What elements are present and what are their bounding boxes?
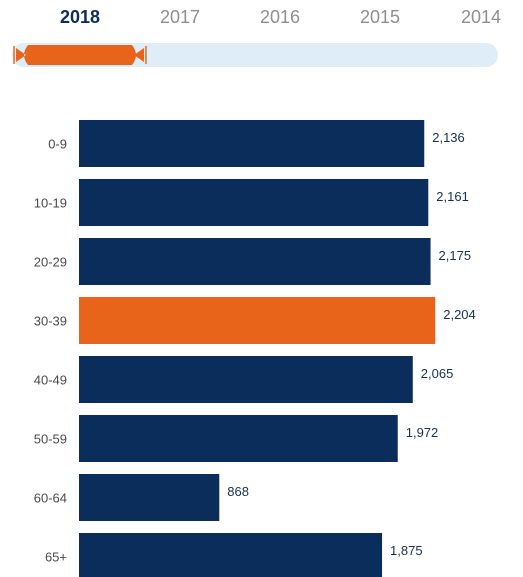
value-label-60-64: 868 xyxy=(227,484,249,499)
year-slider[interactable] xyxy=(12,43,498,67)
category-label-60-64: 60-64 xyxy=(34,491,67,506)
year-tab-2015[interactable]: 2015 xyxy=(359,7,401,27)
value-label-40-49: 2,065 xyxy=(421,366,454,381)
bar-40-49[interactable] xyxy=(79,356,413,403)
bar-0-9[interactable] xyxy=(79,120,425,167)
value-label-50-59: 1,972 xyxy=(406,425,439,440)
year-selector: 2018 2017 2016 2015 2014 xyxy=(0,0,523,40)
category-label-20-29: 20-29 xyxy=(34,255,67,270)
category-label-10-19: 10-19 xyxy=(34,196,67,211)
category-label-65+: 65+ xyxy=(45,550,67,565)
value-label-10-19: 2,161 xyxy=(436,189,469,204)
value-label-20-29: 2,175 xyxy=(439,248,472,263)
bar-30-39[interactable] xyxy=(79,297,436,344)
category-label-40-49: 40-49 xyxy=(34,373,67,388)
bar-10-19[interactable] xyxy=(79,179,429,226)
value-label-0-9: 2,136 xyxy=(432,130,465,145)
year-tab-2014[interactable]: 2014 xyxy=(460,7,502,27)
value-label-30-39: 2,204 xyxy=(443,307,476,322)
bar-60-64[interactable] xyxy=(79,474,220,521)
bar-50-59[interactable] xyxy=(79,415,398,462)
category-label-30-39: 30-39 xyxy=(34,314,67,329)
year-slider-handle[interactable] xyxy=(12,43,148,67)
category-label-0-9: 0-9 xyxy=(48,137,67,152)
year-tab-2017[interactable]: 2017 xyxy=(159,7,201,27)
bar-65+[interactable] xyxy=(79,533,383,577)
value-label-65+: 1,875 xyxy=(390,543,423,558)
category-label-50-59: 50-59 xyxy=(34,432,67,447)
year-tab-2018[interactable]: 2018 xyxy=(59,7,101,27)
bar-20-29[interactable] xyxy=(79,238,431,285)
year-tab-2016[interactable]: 2016 xyxy=(259,7,301,27)
